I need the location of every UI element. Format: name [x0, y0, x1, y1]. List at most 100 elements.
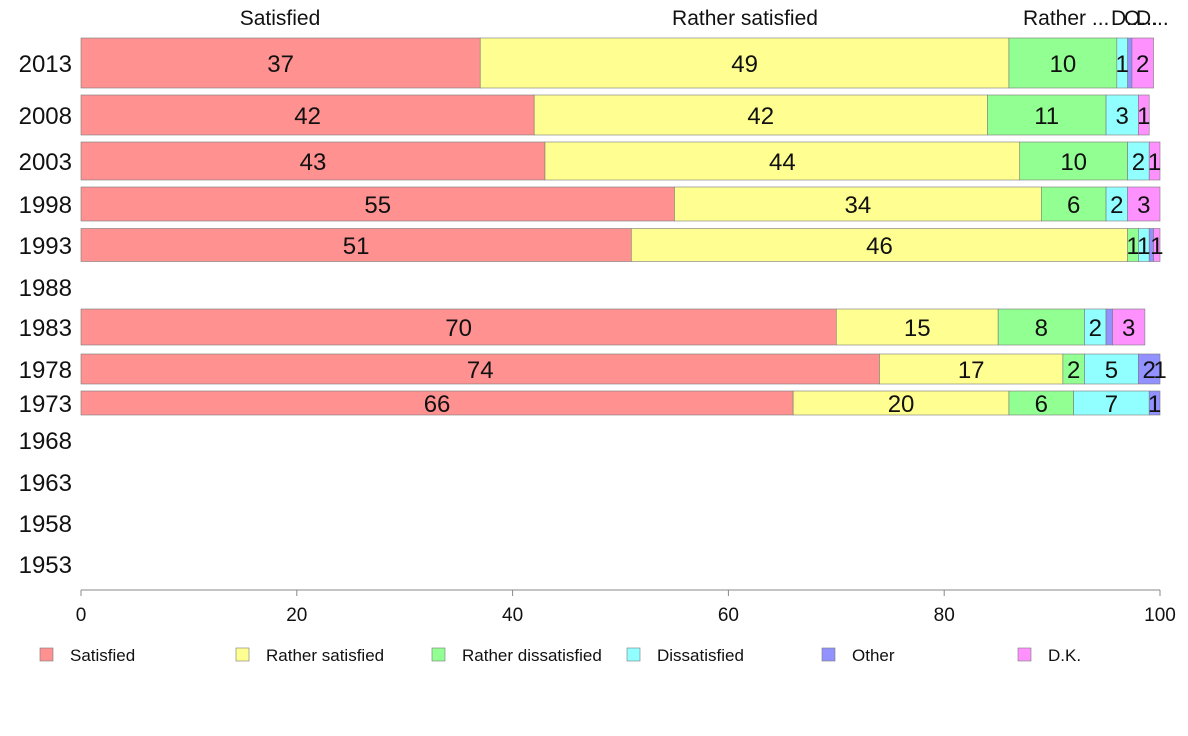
- legend-swatch-d-k-: [1017, 647, 1032, 662]
- data-label-1973-rather-dissatisfied: 6: [1035, 391, 1048, 418]
- bar-1983-satisfied: [80, 308, 837, 346]
- year-label-1953: 1953: [19, 552, 72, 579]
- year-label-1988: 1988: [19, 275, 72, 302]
- x-tick-label-60: 60: [718, 605, 739, 626]
- data-label-1983-satisfied: 70: [445, 315, 472, 342]
- bar-2013-satisfied: [80, 37, 481, 89]
- year-label-1968: 1968: [19, 428, 72, 455]
- top-series-label-3: D...: [1111, 7, 1144, 30]
- bar-1993-satisfied: [80, 228, 632, 262]
- data-label-2013-satisfied: 37: [267, 51, 294, 78]
- data-label-1978-other: 2: [1143, 357, 1156, 384]
- data-label-2003-dissatisfied: 2: [1132, 149, 1145, 176]
- data-label-1998-rather-satisfied: 34: [845, 192, 872, 219]
- bar-2008-dissatisfied: [1105, 94, 1139, 136]
- data-label-2008-dissatisfied: 3: [1116, 103, 1129, 130]
- bar-1978-rather-satisfied: [879, 353, 1064, 385]
- data-label-1983-rather-dissatisfied: 8: [1035, 315, 1048, 342]
- data-label-1993-d-k-: 1: [1150, 233, 1163, 260]
- bar-1978-dissatisfied: [1084, 353, 1139, 385]
- data-label-2013-rather-dissatisfied: 10: [1050, 51, 1077, 78]
- data-label-2008-rather-satisfied: 42: [747, 103, 774, 130]
- bar-1973-dissatisfied: [1073, 390, 1150, 416]
- data-label-2003-rather-dissatisfied: 10: [1060, 149, 1087, 176]
- legend-label-rather-dissatisfied: Rather dissatisfied: [462, 646, 602, 665]
- legend-label-dissatisfied: Dissatisfied: [657, 646, 744, 665]
- year-label-2003: 2003: [19, 149, 72, 176]
- legend-swatch-dissatisfied: [626, 647, 641, 662]
- bar-2008-rather-dissatisfied: [987, 94, 1107, 136]
- bar-1993-rather-satisfied: [630, 228, 1128, 262]
- data-label-1978-d-k-: 1: [1153, 357, 1166, 384]
- data-label-1978-satisfied: 74: [467, 357, 494, 384]
- top-series-label-2: Rather ...: [1023, 7, 1109, 30]
- year-label-1958: 1958: [19, 511, 72, 538]
- data-label-1983-rather-satisfied: 15: [904, 315, 931, 342]
- top-series-label-1: Rather satisfied: [672, 7, 818, 30]
- bar-1973-other: [1148, 390, 1161, 416]
- legend-label-d-k-: D.K.: [1048, 646, 1081, 665]
- year-label-1983: 1983: [19, 315, 72, 342]
- data-label-1998-rather-dissatisfied: 6: [1067, 192, 1080, 219]
- bar-1983-rather-satisfied: [835, 308, 999, 346]
- data-label-1993-dissatisfied: 1: [1137, 233, 1150, 260]
- bar-1973-rather-satisfied: [792, 390, 1010, 416]
- bar-2013-d-k-: [1131, 37, 1154, 89]
- bar-1978-satisfied: [80, 353, 880, 385]
- data-label-1993-satisfied: 51: [343, 233, 370, 260]
- year-label-1993: 1993: [19, 233, 72, 260]
- data-label-2013-d-k-: 2: [1136, 51, 1149, 78]
- bar-2003-d-k-: [1148, 141, 1161, 181]
- year-label-1973: 1973: [19, 391, 72, 418]
- bar-1998-rather-satisfied: [674, 186, 1042, 222]
- x-tick-label-40: 40: [502, 605, 523, 626]
- x-tick-label-20: 20: [286, 605, 307, 626]
- data-label-1983-dissatisfied: 2: [1089, 315, 1102, 342]
- bar-1983-other: [1105, 308, 1113, 346]
- bar-2013-rather-satisfied: [479, 37, 1010, 89]
- year-label-1963: 1963: [19, 470, 72, 497]
- legend-swatch-other: [821, 647, 836, 662]
- bar-1998-d-k-: [1127, 186, 1161, 222]
- bar-2008-d-k-: [1138, 94, 1150, 136]
- bar-1993-d-k-: [1153, 228, 1161, 262]
- bar-1973-rather-dissatisfied: [1008, 390, 1074, 416]
- bar-2008-rather-satisfied: [533, 94, 988, 136]
- data-label-1973-rather-satisfied: 20: [888, 391, 915, 418]
- data-label-2008-satisfied: 42: [294, 103, 321, 130]
- bar-1983-rather-dissatisfied: [997, 308, 1085, 346]
- top-series-label-5: D...: [1136, 7, 1169, 30]
- data-label-1973-dissatisfied: 7: [1105, 391, 1118, 418]
- bar-1978-other: [1138, 353, 1161, 385]
- bar-1973-satisfied: [80, 390, 794, 416]
- data-label-2003-satisfied: 43: [300, 149, 327, 176]
- bar-1998-satisfied: [80, 186, 675, 222]
- year-label-1998: 1998: [19, 192, 72, 219]
- bar-2013-rather-dissatisfied: [1008, 37, 1118, 89]
- data-label-1973-satisfied: 66: [424, 391, 451, 418]
- legend-swatch-rather-dissatisfied: [431, 647, 446, 662]
- legend-label-rather-satisfied: Rather satisfied: [266, 646, 384, 665]
- top-series-label-0: Satisfied: [240, 7, 321, 30]
- year-label-2013: 2013: [19, 51, 72, 78]
- data-label-1993-rather-satisfied: 46: [866, 233, 893, 260]
- data-label-2008-rather-dissatisfied: 11: [1034, 103, 1059, 130]
- legend-label-satisfied: Satisfied: [70, 646, 135, 665]
- data-label-2013-dissatisfied: 1: [1116, 51, 1129, 78]
- data-label-1978-rather-satisfied: 17: [958, 357, 985, 384]
- data-label-1978-rather-dissatisfied: 2: [1067, 357, 1080, 384]
- legend-swatch-satisfied: [39, 647, 54, 662]
- data-label-1998-d-k-: 3: [1137, 192, 1150, 219]
- data-label-1973-other: 1: [1148, 391, 1161, 418]
- data-label-2003-rather-satisfied: 44: [769, 149, 796, 176]
- x-tick-label-80: 80: [934, 605, 955, 626]
- x-tick-label-0: 0: [76, 605, 87, 626]
- data-label-1978-dissatisfied: 5: [1105, 357, 1118, 384]
- legend-swatch-rather-satisfied: [235, 647, 250, 662]
- bar-1983-d-k-: [1112, 308, 1146, 346]
- data-label-1983-d-k-: 3: [1122, 315, 1135, 342]
- data-label-2013-rather-satisfied: 49: [731, 51, 758, 78]
- year-label-1978: 1978: [19, 357, 72, 384]
